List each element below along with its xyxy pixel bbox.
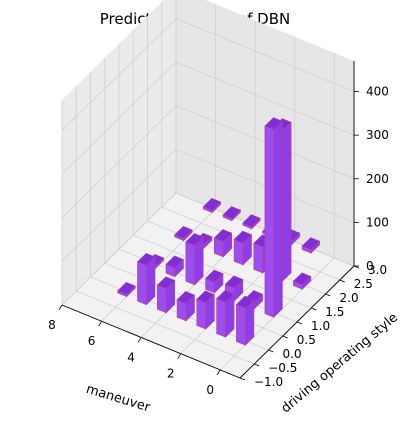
bar-face: [185, 241, 195, 286]
bar: [202, 198, 222, 214]
y-tick-mark: [268, 349, 274, 353]
y-tick-mark: [296, 321, 303, 325]
bar: [222, 206, 242, 222]
bar: [301, 237, 321, 254]
bar-face: [242, 214, 261, 227]
z-tick-label: 200: [366, 172, 389, 186]
grid-line: [61, 105, 177, 219]
bar-face: [301, 237, 321, 250]
grid-line: [76, 290, 255, 365]
y-tick-mark: [311, 307, 317, 311]
x-tick-label: 8: [48, 318, 56, 332]
bar-face: [233, 239, 244, 266]
x-tick-label: 0: [206, 383, 214, 397]
bar: [174, 226, 193, 242]
bar: [264, 117, 283, 318]
x-axis-label: maneuver: [84, 382, 152, 416]
bar-face: [264, 117, 283, 131]
bar-face: [224, 275, 244, 289]
bar-face: [205, 269, 224, 283]
y-tick-label: 2.0: [340, 291, 359, 305]
y-tick-mark: [254, 363, 260, 367]
bar: [233, 230, 253, 266]
bar: [242, 214, 261, 230]
x-tick-label: 4: [127, 350, 135, 364]
bars: [117, 117, 321, 346]
grid-line: [175, 61, 355, 136]
x-tick-mark: [216, 369, 221, 376]
y-tick-label: −1.0: [254, 375, 283, 389]
x-tick-mark: [58, 304, 63, 311]
z-tick-label: 300: [366, 128, 389, 142]
bar-face: [202, 198, 222, 211]
bar-face: [185, 233, 204, 246]
bar: [156, 276, 176, 314]
bar-face: [137, 261, 147, 306]
bar-face: [216, 298, 226, 338]
bar-face: [292, 272, 312, 286]
bar: [176, 291, 196, 322]
y-tick-label: −0.5: [268, 361, 297, 375]
bar: [213, 229, 233, 258]
grid-line: [61, 61, 177, 175]
x-tick-mark: [177, 353, 182, 359]
bar-face: [222, 206, 242, 219]
bar-face: [174, 226, 193, 239]
bar: [117, 282, 136, 298]
bar-face: [117, 282, 136, 295]
tick-labels: 02468−1.0−0.50.00.51.01.52.02.53.0010020…: [48, 85, 389, 397]
grid-line: [61, 149, 177, 262]
bar-face: [213, 229, 233, 242]
bar-face: [233, 230, 253, 244]
bar-face: [196, 298, 206, 330]
y-tick-label: 0.5: [297, 333, 316, 347]
bar-face: [235, 295, 255, 309]
bar-face: [216, 289, 235, 303]
bar-face: [176, 291, 196, 304]
bar-face: [282, 121, 292, 282]
y-tick-mark: [325, 293, 331, 297]
y-tick-mark: [282, 335, 288, 339]
bar: [216, 289, 235, 338]
z-tick-label: 0: [366, 259, 374, 273]
z-tick-label: 400: [366, 85, 389, 99]
x-tick-mark: [137, 337, 142, 343]
y-tick-mark: [239, 377, 246, 381]
x-tick-label: 2: [167, 367, 175, 381]
y-tick-label: 2.5: [354, 277, 373, 291]
bar-face: [136, 253, 156, 266]
grid-line: [175, 18, 355, 92]
y-tick-label: 1.0: [311, 319, 330, 333]
bar-face: [196, 290, 215, 304]
grid-line: [61, 192, 177, 306]
bar-face: [253, 242, 264, 274]
bar-face: [157, 284, 167, 314]
z-tick-label: 100: [366, 215, 389, 229]
bar: [185, 233, 204, 286]
bar: [292, 272, 312, 290]
y-tick-mark: [339, 279, 345, 283]
bar-face: [264, 125, 275, 318]
bar-face: [156, 276, 176, 290]
x-axis-line: [61, 304, 241, 379]
bar: [196, 290, 215, 330]
x-tick-mark: [98, 321, 102, 327]
y-tick-label: 1.5: [325, 305, 344, 319]
grid-line: [61, 18, 177, 131]
y-tick-label: 0.0: [283, 347, 302, 361]
bar-face: [273, 120, 283, 318]
bar: [205, 269, 224, 294]
bar-face: [236, 304, 246, 346]
x-tick-label: 6: [88, 334, 96, 348]
bar: [136, 253, 156, 306]
y-tick-label: 3.0: [368, 263, 387, 277]
bar-face: [165, 255, 185, 269]
bar: [235, 295, 255, 346]
bar: [165, 255, 185, 278]
